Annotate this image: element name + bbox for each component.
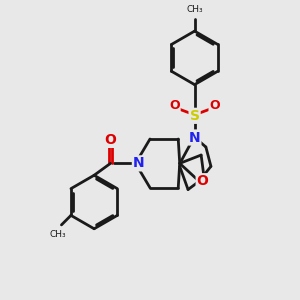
Text: O: O xyxy=(197,174,208,188)
Text: S: S xyxy=(190,109,200,123)
Text: N: N xyxy=(133,156,145,170)
Text: CH₃: CH₃ xyxy=(186,5,203,14)
Text: N: N xyxy=(189,130,200,145)
Text: CH₃: CH₃ xyxy=(49,230,66,239)
Text: O: O xyxy=(104,133,116,147)
Text: O: O xyxy=(169,99,180,112)
Text: O: O xyxy=(209,99,220,112)
